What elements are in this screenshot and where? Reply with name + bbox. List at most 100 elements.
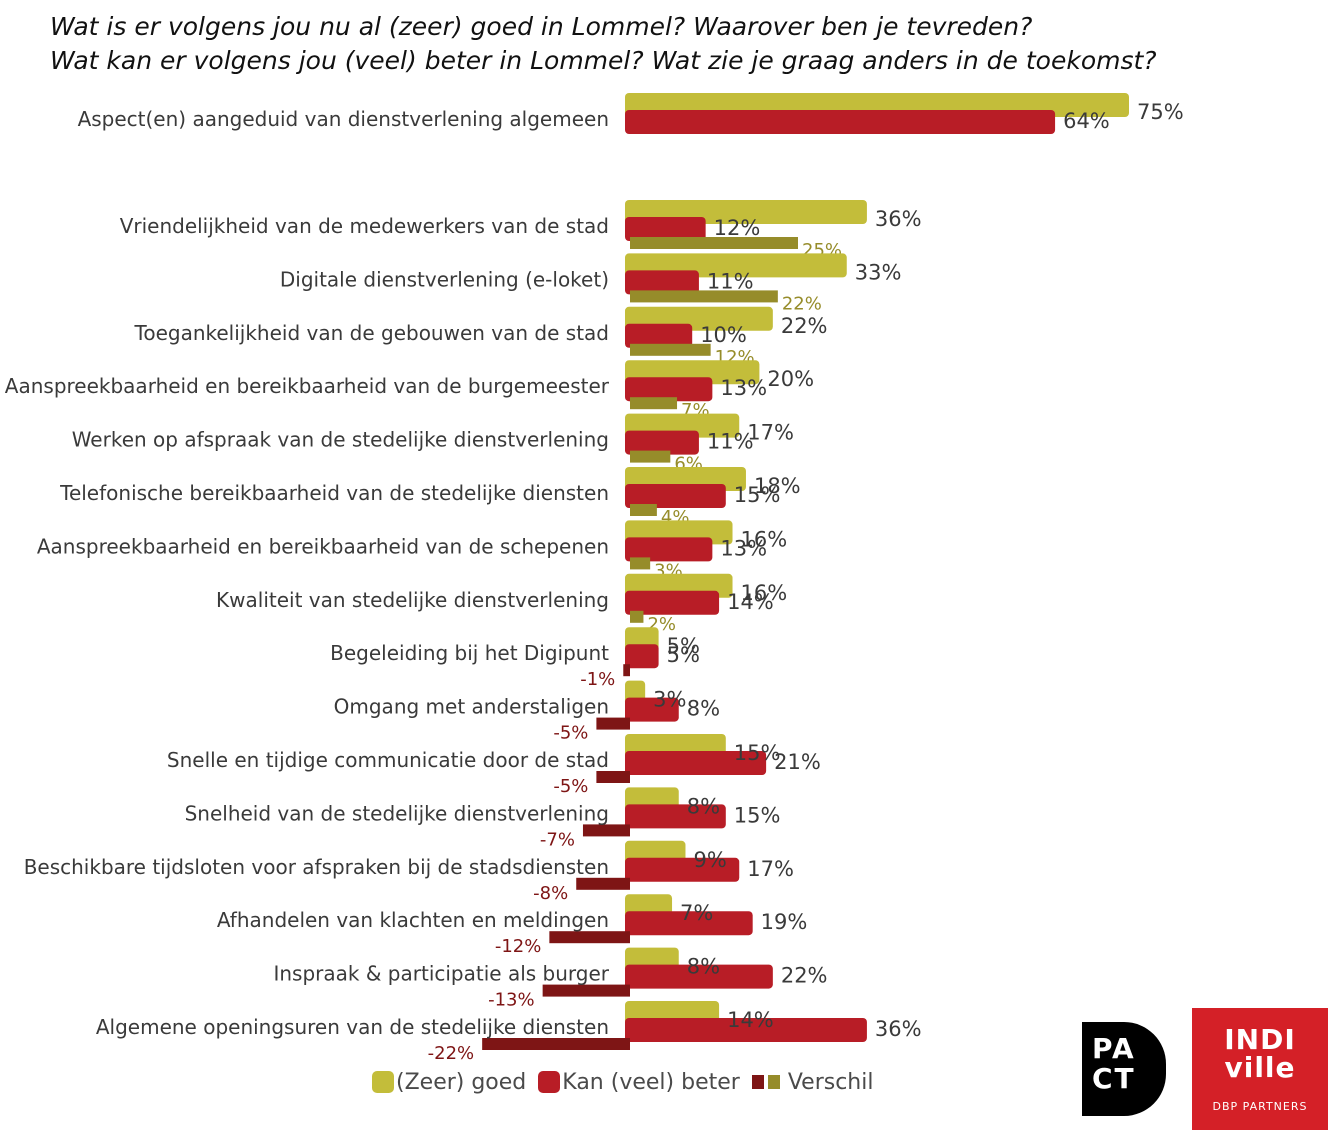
data-label-goed: 20% bbox=[767, 367, 814, 391]
bar-beter bbox=[625, 484, 726, 508]
bar-verschil bbox=[630, 504, 657, 516]
bar-verschil bbox=[630, 237, 798, 249]
category-label: Toegankelijkheid van de gebouwen van de … bbox=[134, 321, 609, 345]
data-label-goed: 75% bbox=[1137, 100, 1184, 124]
data-label-beter: 11% bbox=[707, 430, 754, 454]
bar-beter bbox=[625, 644, 659, 669]
indiville-logo-sub: DBP PARTNERS bbox=[1212, 1100, 1308, 1113]
data-label-beter: 13% bbox=[720, 536, 767, 560]
category-label: Snelle en tijdige communicatie door de s… bbox=[167, 748, 609, 772]
data-label-goed: 33% bbox=[855, 260, 902, 284]
data-label-verschil: -7% bbox=[540, 829, 575, 850]
bar-verschil bbox=[630, 290, 778, 303]
bar-verschil bbox=[576, 877, 630, 890]
data-label-beter: 14% bbox=[727, 590, 774, 614]
data-label-beter: 17% bbox=[747, 857, 794, 881]
category-label: Vriendelijkheid van de medewerkers van d… bbox=[120, 214, 609, 238]
data-label-beter: 36% bbox=[875, 1017, 922, 1041]
bar-beter bbox=[625, 323, 693, 348]
data-label-goed: 8% bbox=[687, 794, 720, 818]
legend-item-beter: Kan (veel) beter bbox=[538, 1070, 740, 1095]
bar-verschil bbox=[623, 664, 630, 677]
data-label-beter: 21% bbox=[774, 750, 821, 774]
legend-item-verschil: Verschil bbox=[751, 1069, 874, 1095]
bar-verschil bbox=[596, 717, 630, 730]
category-label: Digitale dienstverlening (e-loket) bbox=[280, 267, 609, 291]
data-label-goed: 3% bbox=[653, 688, 686, 712]
legend-swatch-verschil-negative bbox=[751, 1075, 764, 1089]
category-label: Aanspreekbaarheid en bereikbaarheid van … bbox=[37, 534, 609, 558]
data-label-verschil: -12% bbox=[495, 936, 542, 957]
data-label-verschil: -22% bbox=[428, 1043, 475, 1060]
bar-chart: Aspect(en) aangeduid van dienstverlening… bbox=[5, 93, 1184, 1060]
data-label-beter: 5% bbox=[667, 643, 700, 667]
data-label-beter: 11% bbox=[707, 269, 754, 293]
data-label-goed: 14% bbox=[727, 1008, 774, 1032]
bar-beter bbox=[625, 857, 740, 882]
bar-beter bbox=[625, 751, 767, 775]
bar-beter bbox=[625, 804, 726, 829]
category-label: Beschikbare tijdsloten voor afspraken bi… bbox=[24, 855, 609, 879]
data-label-verschil: -13% bbox=[488, 990, 535, 1011]
category-label: Aspect(en) aangeduid van dienstverlening… bbox=[78, 107, 609, 131]
data-label-verschil: -8% bbox=[533, 883, 568, 904]
legend-label-beter: Kan (veel) beter bbox=[562, 1069, 740, 1095]
category-label: Afhandelen van klachten en meldingen bbox=[217, 908, 609, 932]
legend-label-goed: (Zeer) goed bbox=[396, 1069, 527, 1095]
data-label-goed: 8% bbox=[687, 955, 720, 979]
pact-logo-line-1: PA bbox=[1092, 1032, 1136, 1065]
data-label-beter: 12% bbox=[714, 216, 761, 240]
bar-beter bbox=[625, 110, 1056, 134]
category-label: Telefonische bereikbaarheid van de stede… bbox=[59, 481, 609, 505]
data-label-beter: 13% bbox=[720, 376, 767, 400]
bar-verschil bbox=[630, 343, 711, 356]
category-label: Snelheid van de stedelijke dienstverleni… bbox=[185, 801, 609, 825]
legend-swatch-beter bbox=[538, 1071, 561, 1093]
data-label-beter: 15% bbox=[734, 483, 781, 507]
category-label: Begeleiding bij het Digipunt bbox=[330, 641, 609, 665]
bar-beter bbox=[625, 377, 713, 402]
legend-swatch-verschil-positive bbox=[767, 1075, 780, 1089]
data-label-beter: 22% bbox=[781, 964, 828, 988]
bar-beter bbox=[625, 430, 699, 455]
data-label-beter: 19% bbox=[761, 910, 808, 934]
category-label: Algemene openingsuren van de stedelijke … bbox=[96, 1015, 609, 1039]
indiville-logo-word-2: ville bbox=[1224, 1051, 1296, 1084]
indiville-logo-word-1: INDI bbox=[1224, 1023, 1296, 1056]
bar-verschil bbox=[630, 557, 651, 570]
category-label: Omgang met anderstaligen bbox=[334, 695, 609, 719]
title-line-1: Wat is er volgens jou nu al (zeer) goed … bbox=[50, 12, 1033, 41]
bar-beter bbox=[625, 270, 699, 295]
data-label-goed: 22% bbox=[781, 314, 828, 338]
data-label-beter: 8% bbox=[687, 697, 720, 721]
data-label-goed: 18% bbox=[754, 474, 801, 498]
bar-verschil bbox=[630, 610, 644, 623]
bar-verschil bbox=[549, 931, 630, 944]
bar-beter bbox=[625, 1018, 867, 1042]
data-label-goed: 7% bbox=[680, 901, 713, 925]
bar-verschil bbox=[596, 771, 630, 783]
category-label: Kwaliteit van stedelijke dienstverlening bbox=[216, 588, 609, 612]
bar-beter bbox=[625, 217, 706, 241]
bar-beter bbox=[625, 964, 773, 989]
bar-beter bbox=[625, 590, 720, 615]
data-label-goed: 16% bbox=[741, 527, 788, 551]
indiville-logo: INDI ville DBP PARTNERS bbox=[1192, 1008, 1328, 1130]
data-label-verschil: -1% bbox=[580, 669, 615, 690]
data-label-goed: 36% bbox=[875, 207, 922, 231]
data-label-beter: 15% bbox=[734, 803, 781, 827]
legend-swatch-goed bbox=[372, 1071, 394, 1093]
data-label-goed: 9% bbox=[693, 848, 726, 872]
bar-verschil bbox=[482, 1038, 630, 1050]
data-label-verschil: -5% bbox=[553, 776, 588, 797]
data-label-goed: 17% bbox=[747, 421, 794, 445]
title-line-2: Wat kan er volgens jou (veel) beter in L… bbox=[50, 46, 1157, 75]
legend-label-verschil: Verschil bbox=[787, 1069, 874, 1095]
bar-verschil bbox=[630, 450, 671, 463]
bar-beter bbox=[625, 911, 753, 936]
data-label-goed: 15% bbox=[734, 741, 781, 765]
legend-item-goed: (Zeer) goed bbox=[372, 1070, 526, 1095]
category-label: Inspraak & participatie als burger bbox=[273, 962, 609, 986]
bar-verschil bbox=[582, 824, 630, 837]
data-label-beter: 64% bbox=[1063, 109, 1110, 133]
